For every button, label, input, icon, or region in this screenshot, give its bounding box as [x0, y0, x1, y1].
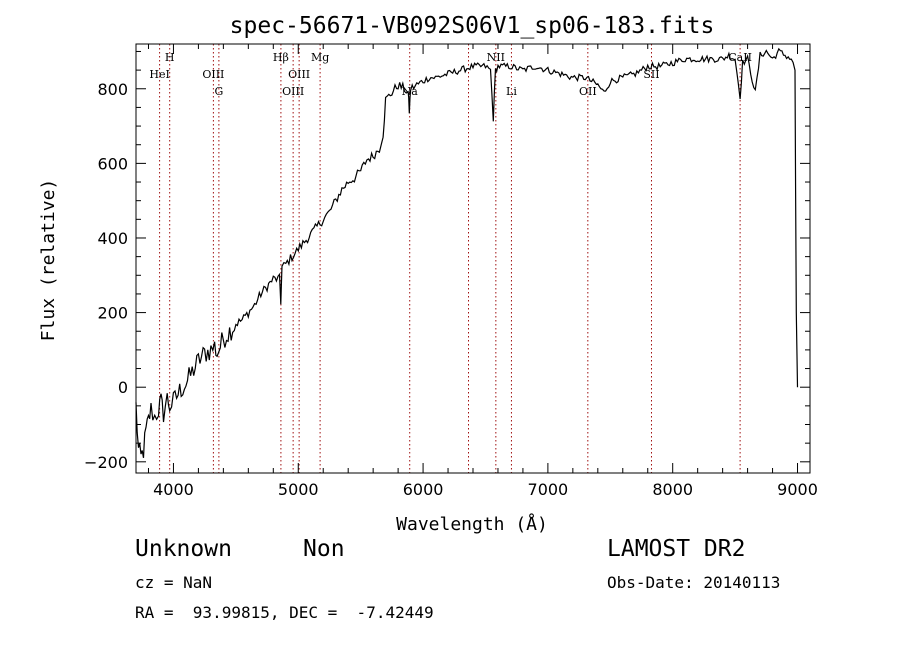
spectral-line-label: SII [643, 68, 659, 81]
x-tick-label: 7000 [528, 480, 569, 499]
x-tick-label: 9000 [777, 480, 818, 499]
redshift-cz: cz = NaN [135, 573, 213, 592]
spectral-line-label: OIII [288, 68, 310, 81]
x-axis: 4000 5000 6000 7000 8000 9000 [147, 44, 818, 499]
object-class: Unknown [135, 536, 232, 562]
y-tick-label: −200 [84, 453, 128, 472]
spectral-line-label: HeI [149, 68, 169, 81]
spectral-line-label: Mg [311, 51, 329, 64]
object-subclass: Non [303, 536, 345, 562]
spectral-line-markers [159, 44, 741, 473]
y-tick-label: 800 [97, 80, 128, 99]
x-tick-label: 5000 [278, 480, 319, 499]
spectral-line-label: H [165, 51, 175, 64]
y-tick-label: 0 [118, 378, 128, 397]
observation-date: Obs-Date: 20140113 [607, 573, 781, 592]
spectral-line-label: Li [506, 85, 517, 98]
spectral-line-label: OII [579, 85, 597, 98]
y-tick-label: 400 [97, 229, 128, 248]
x-tick-label: 8000 [652, 480, 693, 499]
spectral-line-label: NII [487, 51, 505, 64]
y-axis-label: Flux (relative) [38, 179, 59, 342]
spectral-line-label: Hβ [273, 51, 289, 64]
spectral-line-label: OIII [202, 68, 224, 81]
y-tick-label: 600 [97, 154, 128, 173]
x-tick-label: 6000 [403, 480, 444, 499]
spectral-line-label: G [214, 85, 223, 98]
chart-title: spec-56671-VB092S06V1_sp06-183.fits [230, 13, 715, 39]
sky-coordinates: RA = 93.99815, DEC = -7.42449 [135, 603, 434, 622]
spectral-line-label: OIII [282, 85, 304, 98]
plot-frame [135, 43, 811, 474]
survey-name: LAMOST DR2 [607, 536, 746, 562]
y-axis: −200 0 200 400 600 800 [84, 50, 810, 472]
y-tick-label: 200 [97, 304, 128, 323]
x-tick-label: 4000 [153, 480, 194, 499]
x-axis-label: Wavelength (Å) [396, 513, 548, 535]
spectrum-line [135, 47, 799, 459]
